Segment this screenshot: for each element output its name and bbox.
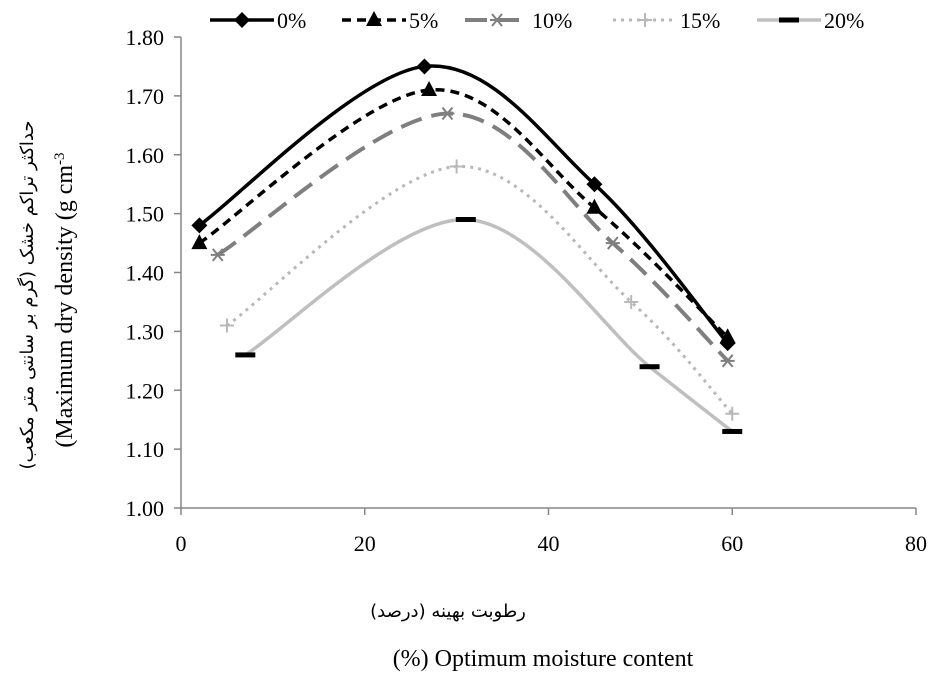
plot-area [191,58,743,434]
series-line [216,111,730,363]
legend-marker [366,11,382,26]
legend-marker [234,12,250,28]
x-tick-label: 20 [354,531,376,556]
legend-label: 20% [824,8,864,33]
series-line [198,88,729,339]
data-point [639,364,660,370]
data-point [210,248,225,262]
x-tick-label: 0 [176,531,187,556]
data-point [191,217,208,234]
data-point [720,354,735,368]
data-point [455,217,476,223]
data-point [605,236,620,250]
legend-marker [638,13,652,27]
data-point [722,428,743,434]
series-15pct [219,159,740,421]
data-point [421,80,438,96]
x-tick-label: 80 [905,531,927,556]
legend-label: 0% [277,8,306,33]
legend-label: 5% [409,8,438,33]
y-tick-label: 1.70 [126,84,165,109]
legend-item: 0% [210,8,306,33]
series-20pct [235,217,743,434]
legend-marker [779,17,799,23]
axes: 1.00 1.10 1.20 1.30 1.40 1.50 1.60 1.70 1.80 0 20 4… [126,25,928,556]
y-axis-title-main: (Maximum dry density (g cm [52,165,78,448]
data-point [719,335,736,352]
y-axis-title-superscript: -3 [52,152,68,165]
data-point [219,318,234,333]
legend: 0% 5% 10% 15% 20% [210,8,864,33]
legend-item: 5% [342,8,438,33]
y-axis-title: (Maximum dry density (g cm-3 [52,152,78,447]
data-point [586,198,603,214]
y-tick-label: 1.00 [126,496,165,521]
axis-titles: رطوبت بهینه (درصد) (%) Optimum moisture … [16,121,694,672]
data-point [191,234,208,250]
y-tick-label: 1.50 [126,202,165,227]
y-tick-label: 1.60 [126,143,165,168]
data-point [586,176,603,193]
legend-label: 15% [680,8,720,33]
y-tick-label: 1.80 [126,25,165,50]
x-tick-label: 60 [721,531,743,556]
data-point [449,159,464,174]
data-point [624,294,639,309]
series-0pct [191,58,736,352]
data-point [725,406,740,421]
data-point [416,58,433,75]
x-axis-title-fa: رطوبت بهینه (درصد) [370,601,526,622]
legend-marker [490,13,504,27]
y-axis-title-fa: حداکثر تراکم خشک (گرم بر سانتی متر مکعب) [16,121,38,470]
x-tick-label: 40 [538,531,560,556]
legend-item: 10% [465,8,572,33]
data-point [235,352,256,358]
y-tick-label: 1.10 [126,437,165,462]
legend-item: 15% [613,8,720,33]
y-tick-label: 1.30 [126,319,165,344]
series-line [198,64,729,345]
x-axis-title: (%) Optimum moisture content [393,646,694,672]
legend-item: 20% [757,8,864,33]
series-line [244,217,734,433]
series-10pct [210,106,735,368]
data-point [440,106,455,121]
series-line [226,165,734,415]
y-tick-label: 1.20 [126,378,165,403]
legend-label: 10% [532,8,572,33]
y-tick-label: 1.40 [126,261,165,286]
